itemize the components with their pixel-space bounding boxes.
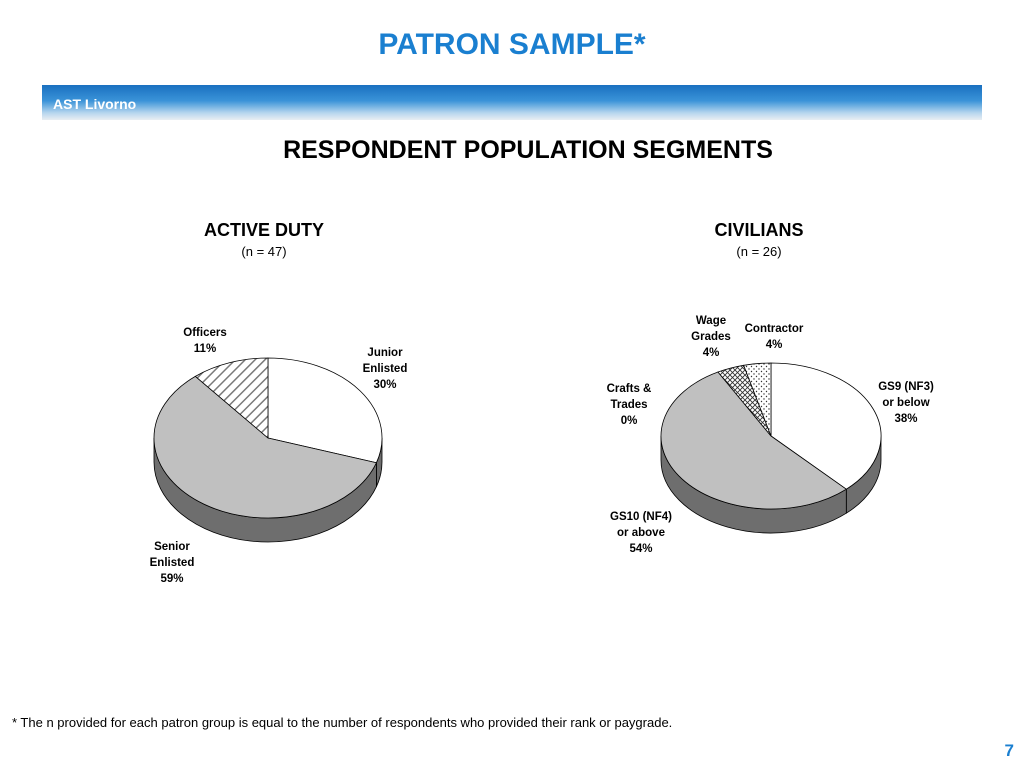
active-duty-pie: Junior Enlisted 30% Senior Enlisted 59% Office… xyxy=(150,327,408,585)
pie-slice-label: Crafts & Trades 0% xyxy=(607,383,652,427)
civilians-chart-title: CIVILIANS xyxy=(714,220,804,240)
active-duty-chart-title: ACTIVE DUTY xyxy=(203,220,324,240)
pie-slice-label: GS9 (NF3) or below 38% xyxy=(878,381,934,425)
pie-slice-label: Wage Grades 4% xyxy=(691,315,731,359)
pie-slice xyxy=(194,357,269,439)
banner-label: AST Livorno xyxy=(53,96,137,112)
pie-slice xyxy=(743,362,772,437)
active-duty-chart-n: (n = 47) xyxy=(241,244,287,259)
page-number: 7 xyxy=(1004,741,1014,760)
footnote: * The n provided for each patron group i… xyxy=(12,715,673,730)
pie-slice-label: Junior Enlisted 30% xyxy=(363,347,408,391)
section-title: RESPONDENT POPULATION SEGMENTS xyxy=(283,136,773,164)
pie-slice-label: Senior Enlisted 59% xyxy=(150,541,195,585)
pie-slice-label: Officers 11% xyxy=(183,327,226,355)
pie-slice xyxy=(660,371,848,510)
header-banner: AST Livorno xyxy=(42,85,982,120)
pie-slice xyxy=(153,375,377,519)
pie-slice-label: Contractor 4% xyxy=(745,323,804,351)
civilians-chart-n: (n = 26) xyxy=(736,244,782,259)
pie-slice xyxy=(770,362,882,490)
pie-slice-label: GS10 (NF4) or above 54% xyxy=(610,511,672,555)
civilians-pie: GS9 (NF3) or below 38% GS10 (NF4) or above 54… xyxy=(607,315,934,555)
pie-slice xyxy=(267,357,383,464)
slide-title: PATRON SAMPLE* xyxy=(378,28,646,61)
